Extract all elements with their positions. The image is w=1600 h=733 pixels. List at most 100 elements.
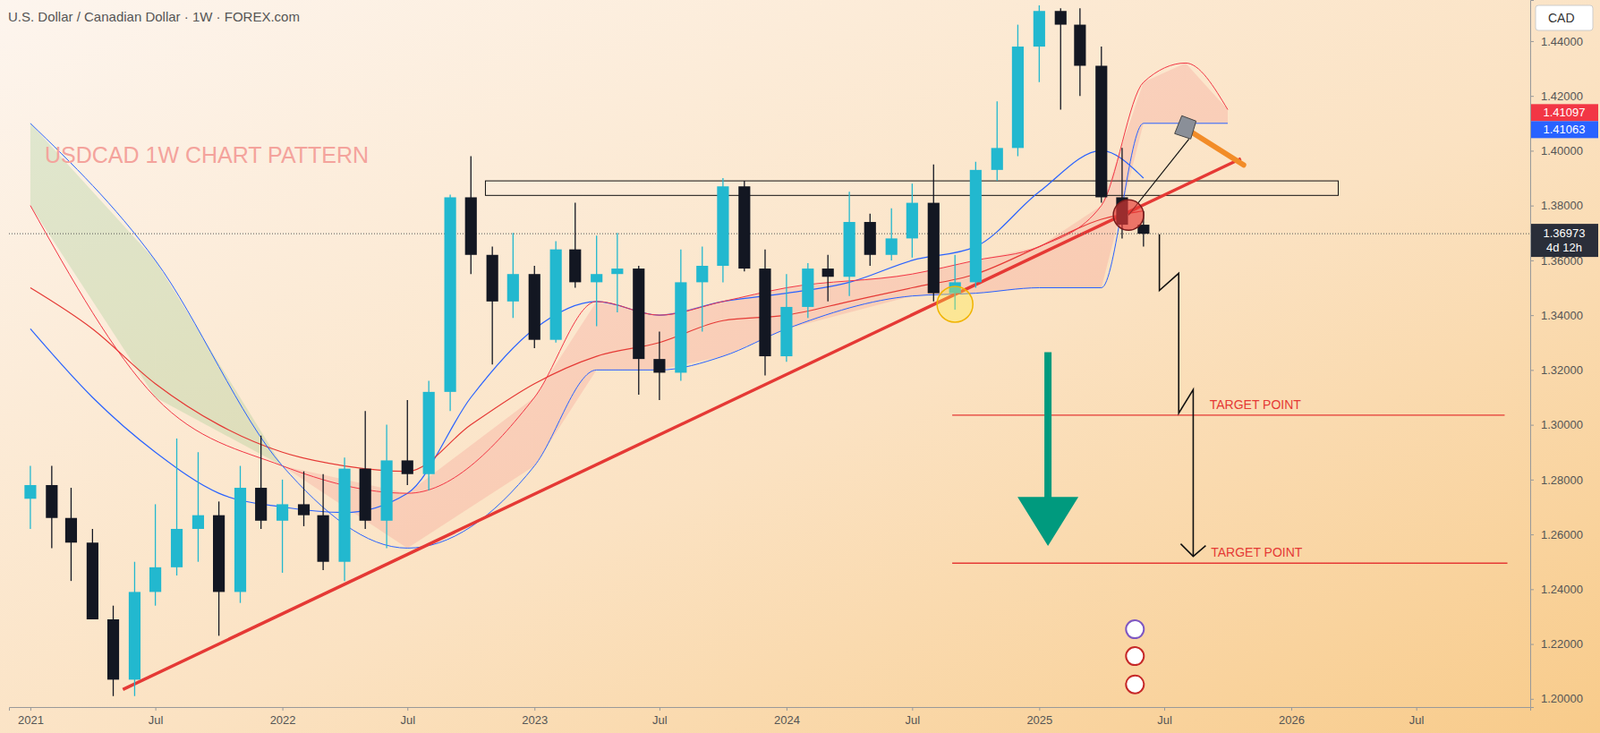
chart-annotation: USDCAD 1W CHART PATTERN [44,142,369,168]
candle-body [401,459,414,474]
y-tick-label: 1.20000 [1540,691,1583,706]
y-tick-label: 1.44000 [1540,34,1583,49]
candle-body [1033,10,1046,47]
candle-body [738,186,750,269]
candle-body [569,249,581,283]
projection-arrowhead [1180,544,1206,557]
x-tick-label: 2021 [17,713,44,727]
y-tick: 1.38000 [1530,198,1583,213]
candle-body [149,567,162,593]
candle [465,156,477,275]
candle-wick [701,246,703,332]
x-tick-mark [1291,706,1293,711]
candle-body [843,221,856,277]
x-tick-mark [407,706,409,711]
candle [338,457,350,581]
y-tick-mark [1530,425,1534,426]
candle-body [927,203,940,294]
x-tick: Jul [400,706,416,727]
candle-body [716,186,729,266]
candle-body [801,268,814,307]
candle [528,265,541,349]
candle [381,425,393,549]
x-tick-label: Jul [400,713,416,727]
candle-body [212,515,225,593]
x-tick: 2021 [17,706,44,727]
x-tick: Jul [652,706,668,727]
candle [444,194,457,411]
y-tick-mark [1530,95,1534,97]
y-tick: 1.22000 [1530,637,1583,651]
candle-body [970,170,982,283]
y-tick: 1.40000 [1530,144,1583,158]
x-tick-mark [534,706,536,711]
plot-marks [8,5,1531,697]
currency-box [1535,5,1593,31]
candle [906,183,919,258]
candle [486,246,499,366]
candle-body [65,518,77,544]
candle-body [107,619,120,680]
countdown-label: 4d 12h [1546,240,1583,255]
background [0,0,1600,733]
current-price-line [8,233,1531,235]
chart-title: U.S. Dollar / Canadian Dollar · 1W · FOR… [8,8,300,25]
candle-wick [197,451,199,562]
candle-body [423,391,435,475]
y-tick-mark [1530,369,1534,371]
x-tick-mark [786,706,788,711]
axe-blade [1174,115,1197,139]
candle [991,101,1004,181]
highlight-circle [936,286,973,323]
price-label-box [1531,103,1599,121]
target-line [952,414,1505,416]
candle [780,273,792,362]
target-label: TARGET POINT [1210,544,1303,560]
candle [86,528,99,620]
candle [192,451,205,562]
candle [738,180,750,272]
candle [970,161,982,289]
candle-body [381,459,393,520]
x-tick-mark [155,706,157,711]
y-tick-mark [1530,41,1534,43]
y-tick-label: 1.26000 [1540,527,1583,542]
x-tick: 2023 [521,706,548,727]
target-label: TARGET POINT [1209,397,1303,412]
candle [149,503,162,605]
x-tick-mark [1416,706,1418,711]
price-label: 1.41063 [1543,122,1586,137]
candle [1012,25,1024,157]
candle-body [780,306,792,357]
x-tick: 2024 [774,706,800,727]
candle [401,400,414,486]
y-tick-label: 1.28000 [1540,473,1583,487]
candle-body [590,273,603,282]
trendline [122,158,1241,690]
candle [276,479,289,573]
chart: TARGET POINTTARGET POINT2021Jul2022Jul20… [0,0,1600,733]
candle [1095,46,1107,204]
y-tick-mark [1530,534,1534,536]
price-label: 1.41097 [1543,105,1586,120]
axe-handle [1185,127,1244,165]
cloud-fill [1185,62,1228,123]
projection-path [1159,234,1194,557]
candle [170,438,183,576]
candle [212,501,225,636]
x-tick-label: 2025 [1026,713,1053,727]
price-labels: 1.410971.410631.369734d 12h [1531,103,1599,257]
target-line [952,562,1507,564]
cloud-fill [1143,62,1186,123]
candle [317,474,330,571]
x-tick-mark [1038,706,1040,711]
y-tick: 1.20000 [1530,691,1583,706]
x-tick-mark [1164,706,1166,711]
y-tick-mark [1530,479,1534,481]
candle [801,263,814,318]
candle-body [507,273,520,302]
x-tick: Jul [905,706,921,727]
x-tick-mark [911,706,913,711]
x-tick: Jul [148,706,164,727]
candle-body [486,255,499,302]
